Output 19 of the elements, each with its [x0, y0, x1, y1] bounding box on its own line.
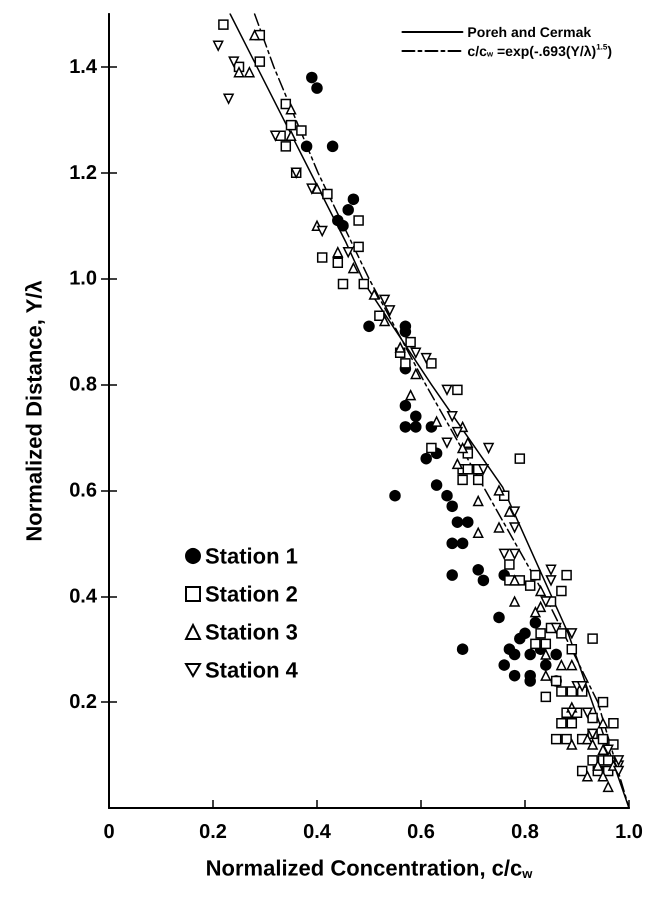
legend-label: Poreh and Cermak — [467, 24, 592, 40]
x-tick-label: 0 — [103, 821, 115, 843]
x-tick-label: 1.0 — [615, 821, 643, 843]
y-tick-label: 0.2 — [69, 691, 97, 714]
legend-label: Station 4 — [205, 658, 299, 682]
y-tick-label: 1.4 — [69, 56, 98, 78]
y-tick-label: 0.8 — [69, 374, 97, 396]
legend-label: Station 1 — [205, 544, 298, 568]
y-axis-title: Normalized Distance, Y/λ — [22, 280, 46, 542]
x-tick-label: 0.6 — [407, 821, 435, 843]
x-tick-label: 0.4 — [303, 821, 332, 843]
y-tick-label: 0.6 — [69, 479, 97, 502]
legend-label: Station 2 — [205, 582, 298, 606]
y-tick-label: 1.2 — [69, 162, 97, 184]
y-tick-label: 1.0 — [69, 268, 97, 290]
y-tick-label: 0.4 — [69, 585, 98, 608]
legend-label: Station 3 — [205, 620, 298, 644]
x-tick-label: 0.8 — [511, 821, 539, 843]
x-tick-label: 0.2 — [199, 821, 227, 843]
